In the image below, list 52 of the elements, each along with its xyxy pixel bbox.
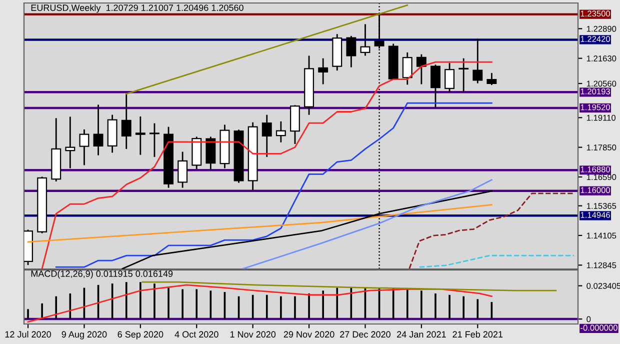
y-tick-label: 1.15365 <box>586 202 616 209</box>
line-series <box>142 281 557 292</box>
x-tick-label: 4 Oct 2020 <box>174 331 218 338</box>
line-series <box>27 284 492 323</box>
ref-line-label: 1.14946 <box>580 212 610 218</box>
candlestick <box>416 54 426 85</box>
candlestick <box>65 116 76 169</box>
candlestick <box>472 38 483 84</box>
candlestick <box>346 35 356 68</box>
candlestick <box>150 122 160 158</box>
y-tick-label: 1.19110 <box>586 114 616 121</box>
x-tick-label: 21 Feb 2021 <box>452 330 503 338</box>
candlestick <box>430 64 440 108</box>
y-tick-label: 0 <box>586 316 591 322</box>
candlestick <box>458 58 469 93</box>
candlestick <box>360 23 370 56</box>
line-series <box>408 192 575 269</box>
x-tick-label: 1 Nov 2020 <box>230 331 276 338</box>
y-tick-label: 1.12845 <box>586 262 616 268</box>
candlestick <box>178 151 188 188</box>
line-series <box>242 179 492 269</box>
ref-line-label: 1.23500 <box>580 10 610 17</box>
candlestick <box>276 120 286 144</box>
x-tick-label: 9 Aug 2020 <box>62 331 107 340</box>
candlestick <box>135 116 146 156</box>
chart-title: EURUSD,Weekly 1.20729 1.21007 1.20496 1.20560 <box>31 4 244 13</box>
ref-line-label: 1.16880 <box>580 166 610 172</box>
chart-title: MACD(12,26,9) 0.011915 0.016149 <box>31 270 173 279</box>
x-tick-label: 24 Jan 2021 <box>397 331 446 338</box>
x-tick-label: 27 Dec 2020 <box>340 331 390 338</box>
x-tick-label: 12 Jul 2020 <box>5 330 52 338</box>
candlestick <box>318 58 328 85</box>
candlestick <box>444 62 455 93</box>
candlestick <box>121 93 132 150</box>
y-tick-label: 1.20560 <box>586 80 616 87</box>
y-tick-label: 1.22890 <box>586 26 616 32</box>
ref-line-label: 1.20193 <box>580 88 610 94</box>
y-tick-label: 1.17850 <box>586 144 616 150</box>
ref-line-label: 1.19520 <box>580 104 610 110</box>
candlestick <box>93 104 104 156</box>
y-tick-label: 1.21630 <box>586 56 616 62</box>
line-series <box>55 102 492 268</box>
x-tick-label: 6 Sep 2020 <box>118 331 164 340</box>
ref-line-label: -0.000000 <box>580 324 618 331</box>
candlestick <box>402 52 412 86</box>
candlestick <box>262 114 272 158</box>
candlestick <box>79 128 90 166</box>
y-tick-label: 1.14105 <box>586 232 616 239</box>
ref-line-label: 1.22420 <box>580 36 610 42</box>
ref-line-label: 1.16000 <box>580 187 610 194</box>
x-tick-label: 29 Nov 2020 <box>284 331 334 338</box>
candlestick <box>486 72 497 86</box>
